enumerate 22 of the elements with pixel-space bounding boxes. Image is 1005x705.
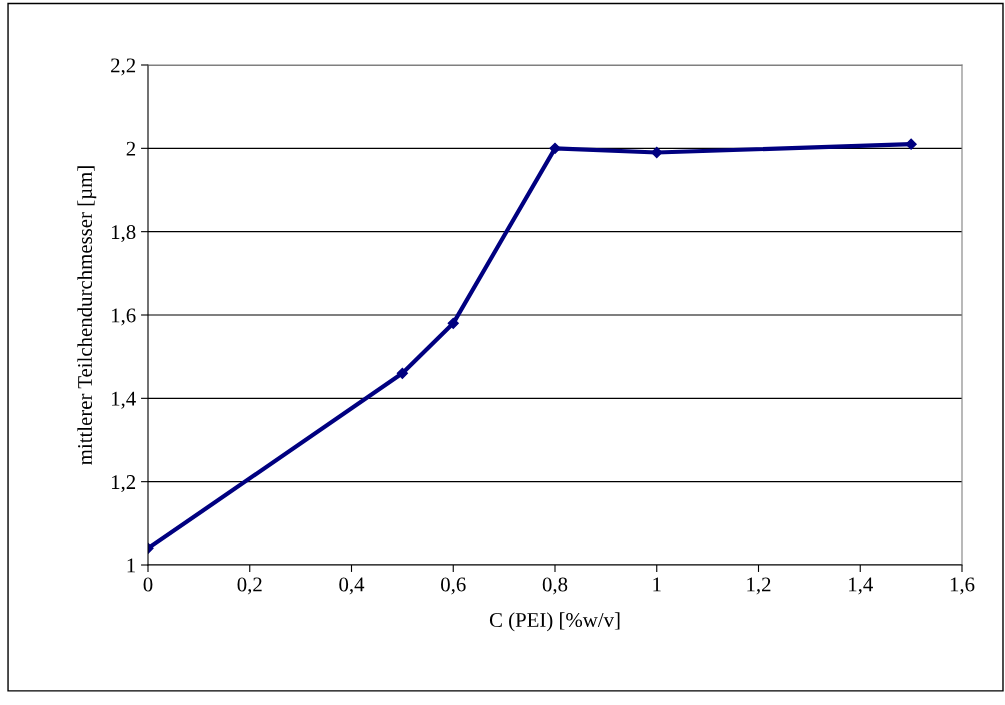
x-tick-label: 0,4 [339,577,365,595]
point [396,367,408,379]
x-tick-label: 0,2 [237,577,262,595]
point [905,138,917,150]
x-tick-label: 1,2 [747,577,771,595]
x-tick-label: 1 [653,577,661,592]
x-tick-label: 1,6 [950,577,975,595]
y-tick-label: 1,4 [111,391,136,409]
y-tick-label: 1,8 [111,225,136,243]
y-tick-label: 1,2 [111,475,136,493]
y-tick-label: 1,6 [111,308,136,326]
x-axis-title: C (PEI) [%w/v] [489,612,620,632]
y-axis-title: mittlerer Teilchendurchmesser [µm] [77,166,97,465]
x-tick-label: 0,8 [542,577,568,595]
point [549,142,561,154]
x-tick-label: 0,6 [441,577,466,595]
x-tick-label: 0 [143,577,153,592]
x-tick-label: 1,4 [849,577,873,595]
y-tick-label: 2,2 [111,58,136,76]
y-tick-label: 1 [127,558,135,573]
point [447,317,459,329]
y-tick-label: 2 [126,141,136,156]
